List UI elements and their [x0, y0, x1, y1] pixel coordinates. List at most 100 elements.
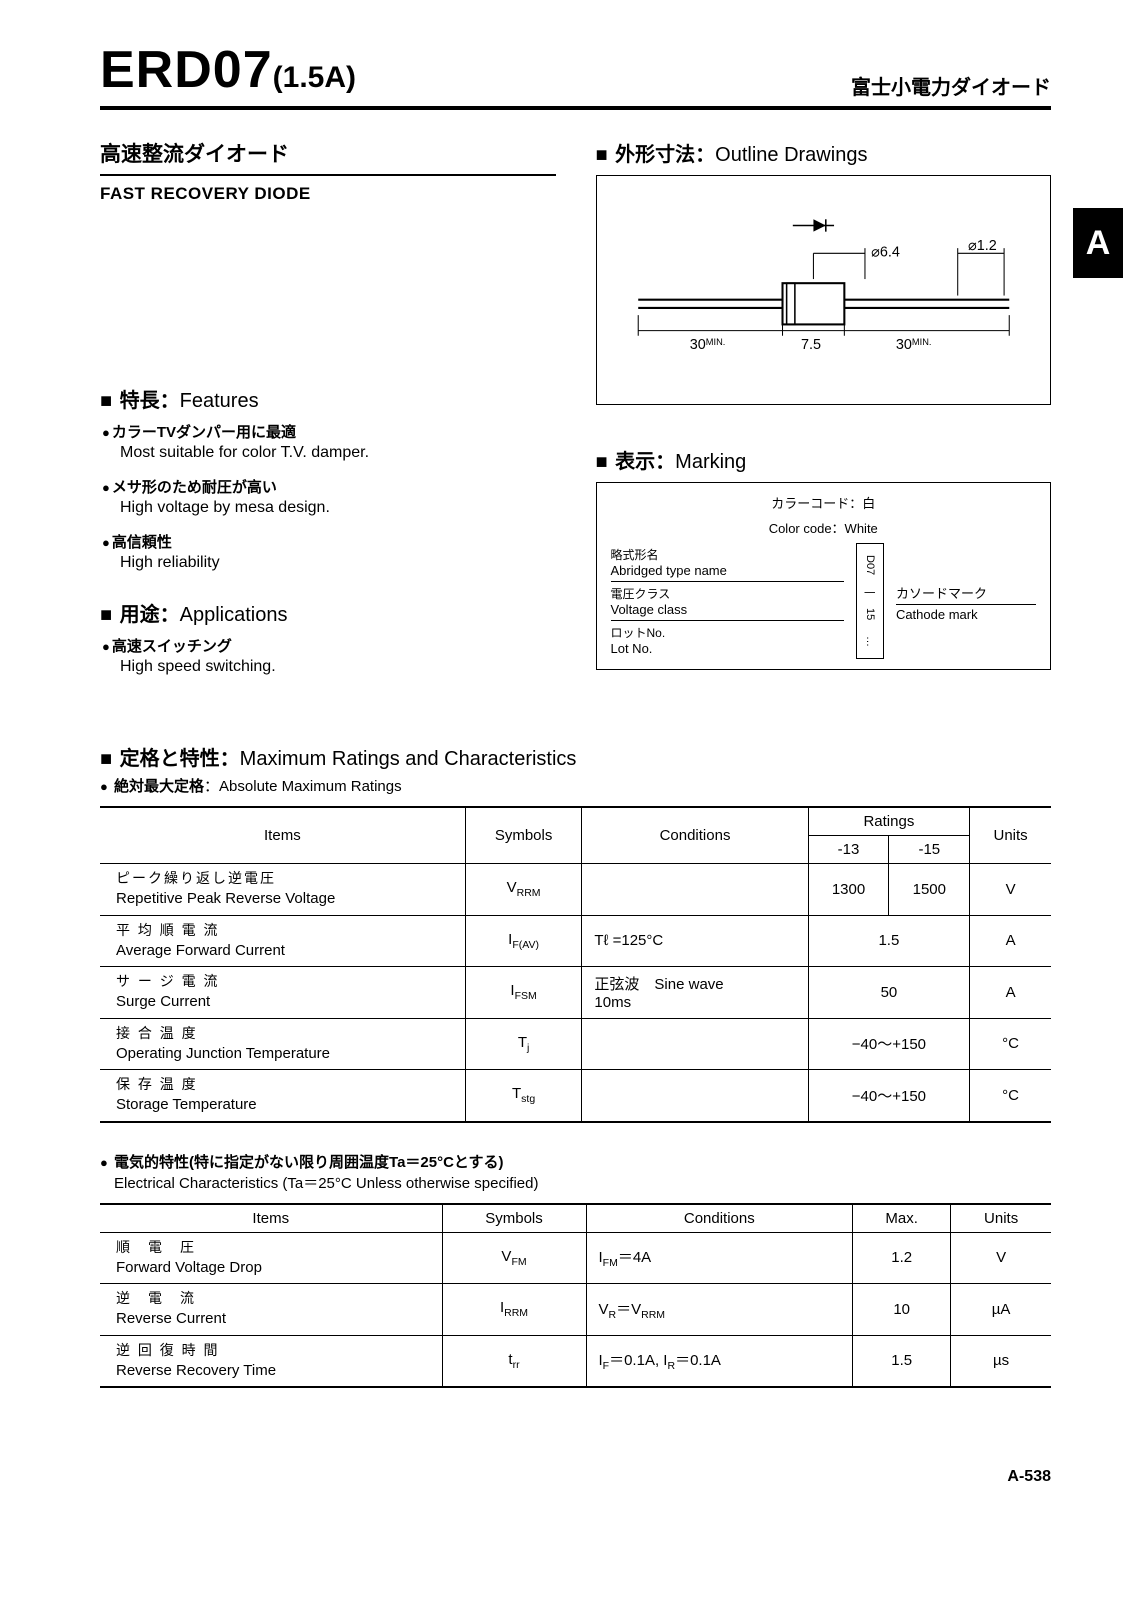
- ratings-head-jp: 定格と特性：: [120, 748, 240, 770]
- dim-body-dia: ⌀6.4: [871, 244, 900, 260]
- item-cell: 順 電 圧Forward Voltage Drop: [100, 1232, 442, 1284]
- cathode-mark-en: Cathode mark: [896, 604, 1036, 622]
- marking-diagram: D07 | 15 …: [856, 543, 884, 659]
- unit-cell: µs: [951, 1335, 1051, 1387]
- max-cell: 1.5: [853, 1335, 951, 1387]
- outline-head-jp: 外形寸法：: [615, 144, 715, 166]
- dim-lead-dia: ⌀1.2: [968, 238, 997, 254]
- header-brand-jp: 富士小電力ダイオード: [851, 71, 1051, 100]
- feature-item: メサ形のため耐圧が高い High voltage by mesa design.: [102, 476, 556, 517]
- th-units: Units: [951, 1204, 1051, 1233]
- rating-value: 50: [808, 967, 970, 1019]
- feature-en: Most suitable for color T.V. damper.: [102, 444, 556, 462]
- symbol-cell: VFM: [442, 1232, 586, 1284]
- feature-item: カラーTVダンパー用に最適 Most suitable for color T.…: [102, 421, 556, 462]
- max-cell: 10: [853, 1284, 951, 1336]
- condition-cell: Tℓ =125°C: [582, 915, 808, 967]
- feature-en: High reliability: [102, 554, 556, 572]
- outline-head-en: Outline Drawings: [715, 144, 867, 166]
- rating-13: 1300: [808, 864, 889, 916]
- symbol-cell: IRRM: [442, 1284, 586, 1336]
- th-items: Items: [100, 807, 465, 864]
- item-cell: 逆 回 復 時 間Reverse Recovery Time: [100, 1335, 442, 1387]
- unit-cell: V: [970, 864, 1051, 916]
- abs-max-subhead: 絶対最大定格：Absolute Maximum Ratings: [100, 775, 1051, 796]
- left-column: 高速整流ダイオード FAST RECOVERY DIODE 特長：Feature…: [100, 138, 556, 702]
- elec-subhead: 電気的特性(特に指定がない限り周囲温度Ta＝25°Cとする) Electrica…: [100, 1151, 1051, 1193]
- application-item: 高速スイッチング High speed switching.: [102, 635, 556, 676]
- th-symbols: Symbols: [465, 807, 582, 864]
- item-cell: ピーク繰り返し逆電圧Repetitive Peak Reverse Voltag…: [100, 864, 465, 916]
- symbol-cell: Tj: [465, 1018, 582, 1070]
- colorcode-en: Color code：White: [611, 518, 1037, 537]
- marking-box: カラーコード：白 Color code：White 略式形名Abridged t…: [596, 482, 1052, 670]
- unit-cell: µA: [951, 1284, 1051, 1336]
- item-cell: サ ー ジ 電 流Surge Current: [100, 967, 465, 1019]
- feature-jp: 高信頼性: [102, 531, 556, 552]
- svg-text:30MIN.: 30MIN.: [895, 337, 931, 353]
- condition-cell: 正弦波 Sine wave10ms: [582, 967, 808, 1019]
- marking-head-en: Marking: [675, 451, 746, 473]
- abs-max-ratings-table: Items Symbols Conditions Ratings Units -…: [100, 806, 1051, 1123]
- marking-label-rows: 略式形名Abridged type name 電圧クラスVoltage clas…: [611, 543, 844, 659]
- marking-row-en: Lot No.: [611, 641, 653, 656]
- abs-max-jp: 絶対最大定格: [114, 778, 204, 795]
- marking-row-jp: 電圧クラス: [611, 587, 671, 601]
- features-heading: 特長：Features: [100, 384, 556, 413]
- unit-cell: A: [970, 967, 1051, 1019]
- condition-cell: IFM＝4A: [586, 1232, 853, 1284]
- th-ratings: Ratings: [808, 807, 970, 836]
- marking-diagram-text: |: [864, 591, 876, 594]
- rating-value: −40～+150: [808, 1018, 970, 1070]
- ratings-heading: 定格と特性：Maximum Ratings and Characteristic…: [100, 742, 1051, 771]
- condition-cell: IF＝0.1A, IR＝0.1A: [586, 1335, 853, 1387]
- applications-head-jp: 用途：: [120, 604, 180, 626]
- application-en: High speed switching.: [102, 658, 556, 676]
- symbol-cell: trr: [442, 1335, 586, 1387]
- th-symbols: Symbols: [442, 1204, 586, 1233]
- page-header: ERD07(1.5A) 富士小電力ダイオード: [100, 40, 1051, 110]
- symbol-cell: IFSM: [465, 967, 582, 1019]
- marking-diagram-text: 15: [864, 608, 876, 620]
- subtitle-jp: 高速整流ダイオード: [100, 138, 556, 168]
- marking-diagram-text: D07: [864, 555, 876, 575]
- th-r13: -13: [808, 836, 889, 864]
- features-list: カラーTVダンパー用に最適 Most suitable for color T.…: [100, 421, 556, 572]
- marking-head-jp: 表示：: [615, 451, 675, 473]
- elec-en: Electrical Characteristics (Ta＝25°C Unle…: [100, 1175, 538, 1192]
- unit-cell: °C: [970, 1070, 1051, 1122]
- marking-heading: 表示：Marking: [596, 445, 1052, 474]
- part-suffix: (1.5A): [273, 61, 356, 94]
- unit-cell: °C: [970, 1018, 1051, 1070]
- rating-value: −40～+150: [808, 1070, 970, 1122]
- ratings-head-en: Maximum Ratings and Characteristics: [240, 748, 577, 770]
- part-number: ERD07: [100, 41, 273, 99]
- unit-cell: V: [951, 1232, 1051, 1284]
- item-cell: 逆 電 流Reverse Current: [100, 1284, 442, 1336]
- th-units: Units: [970, 807, 1051, 864]
- features-head-en: Features: [180, 390, 259, 412]
- applications-heading: 用途：Applications: [100, 598, 556, 627]
- marking-right-labels: カソードマーク Cathode mark: [896, 543, 1036, 659]
- colorcode-jp: カラーコード：白: [611, 493, 1037, 512]
- dim-body-len: 7.5: [801, 337, 821, 353]
- subtitle-en: FAST RECOVERY DIODE: [100, 174, 556, 204]
- th-items: Items: [100, 1204, 442, 1233]
- max-cell: 1.2: [853, 1232, 951, 1284]
- condition-cell: [582, 1070, 808, 1122]
- th-max: Max.: [853, 1204, 951, 1233]
- cathode-mark-jp: カソードマーク: [896, 583, 1036, 602]
- right-column: A 外形寸法：Outline Drawings ⌀6.4: [596, 138, 1052, 702]
- abs-max-en: ：Absolute Maximum Ratings: [204, 778, 402, 795]
- features-head-jp: 特長：: [120, 390, 180, 412]
- rating-value: 1.5: [808, 915, 970, 967]
- symbol-cell: IF(AV): [465, 915, 582, 967]
- feature-jp: カラーTVダンパー用に最適: [102, 421, 556, 442]
- feature-en: High voltage by mesa design.: [102, 499, 556, 517]
- unit-cell: A: [970, 915, 1051, 967]
- rating-15: 1500: [889, 864, 970, 916]
- th-conditions: Conditions: [582, 807, 808, 864]
- item-cell: 平 均 順 電 流Average Forward Current: [100, 915, 465, 967]
- symbol-cell: VRRM: [465, 864, 582, 916]
- symbol-cell: Tstg: [465, 1070, 582, 1122]
